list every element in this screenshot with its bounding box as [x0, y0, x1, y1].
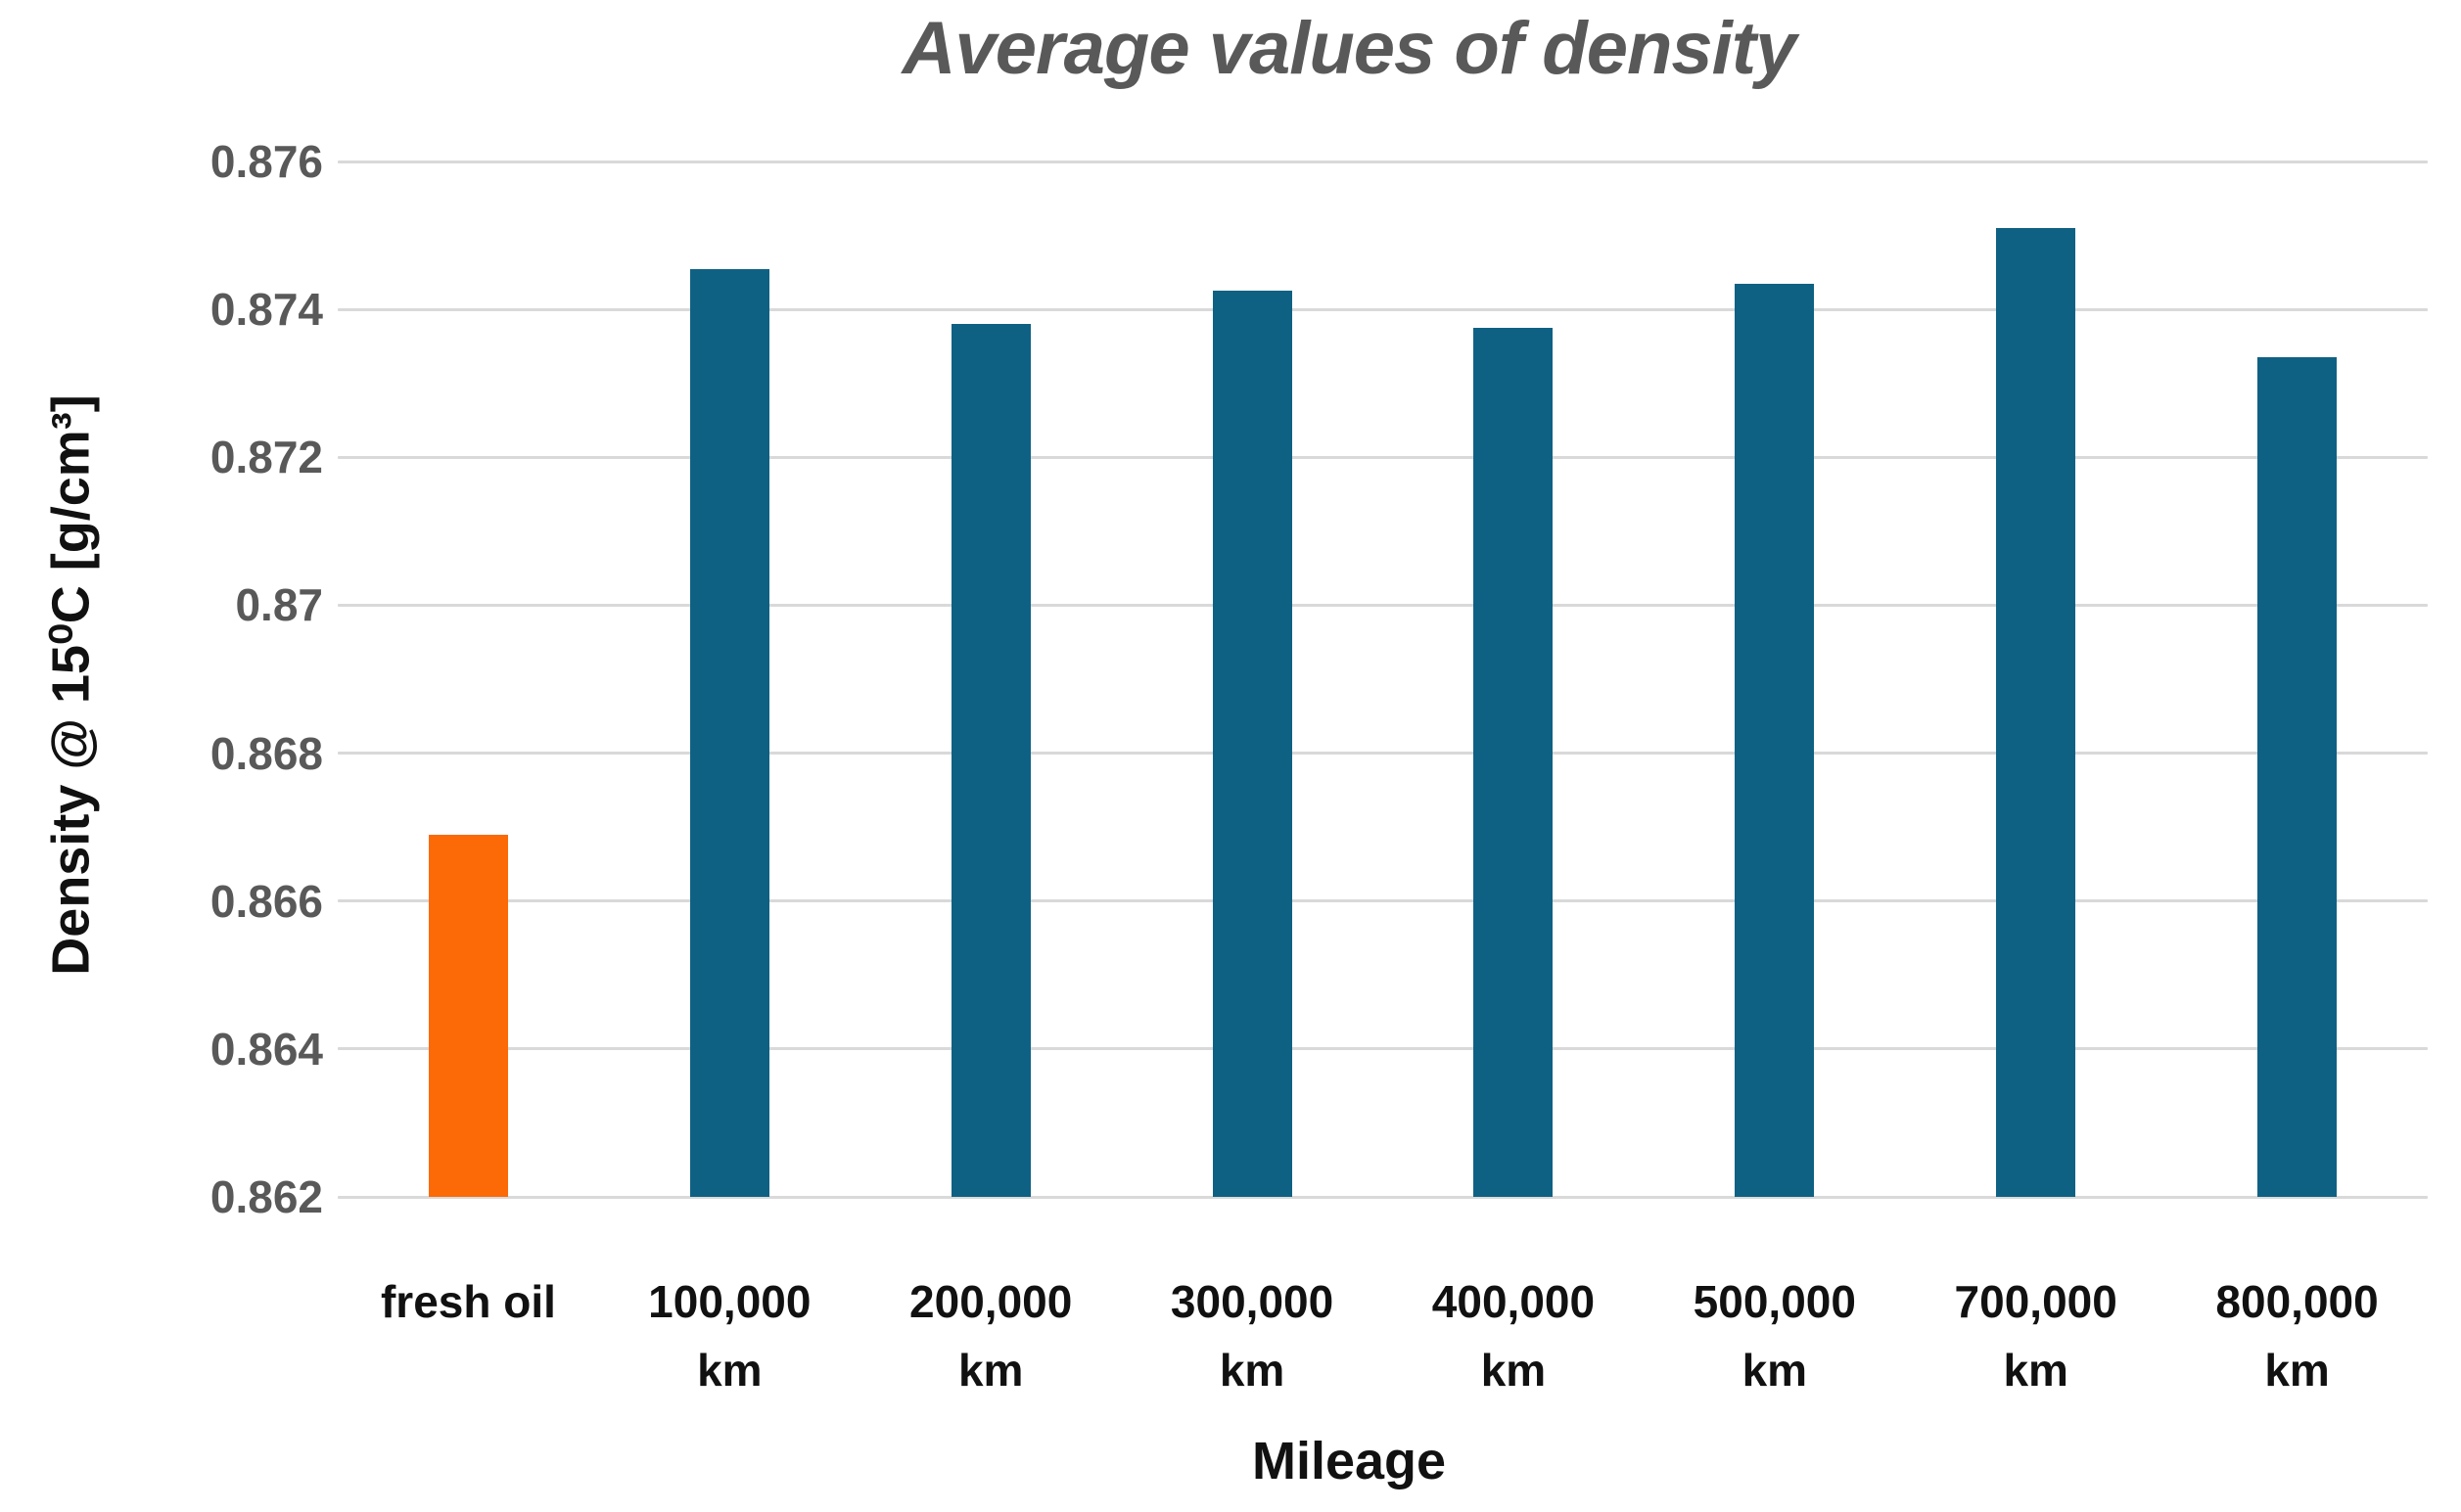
gridline-0.866 — [338, 899, 2428, 903]
bar-300000-km — [1212, 291, 1292, 1197]
x-tick-label-800000-km: 800,000 km — [2215, 1276, 2379, 1396]
gridline-0.876 — [338, 160, 2428, 163]
y-tick-label-0.864: 0.864 — [209, 1023, 323, 1075]
x-tick-label-fresh-oil: fresh oil — [380, 1276, 556, 1327]
gridline-0.874 — [338, 307, 2428, 311]
gridline-0.864 — [338, 1047, 2428, 1051]
y-tick-label-0.866: 0.866 — [209, 875, 323, 927]
x-tick-label-100000-km: 100,000 km — [648, 1276, 812, 1396]
gridline-0.862 — [338, 1195, 2428, 1199]
chart-title: Average values of density — [902, 7, 1797, 90]
x-tick-label-400000-km: 400,000 km — [1431, 1276, 1596, 1396]
x-tick-label-500000-km: 500,000 km — [1693, 1276, 1856, 1396]
y-tick-label-0.87: 0.87 — [235, 579, 323, 631]
y-tick-label-0.862: 0.862 — [209, 1171, 323, 1222]
y-tick-label-0.872: 0.872 — [209, 432, 323, 483]
bar-700000-km — [1996, 228, 2076, 1197]
bar-fresh-oil — [428, 834, 508, 1197]
x-axis-title: Mileage — [1251, 1432, 1447, 1490]
bar-100000-km — [689, 268, 769, 1197]
gridline-0.87 — [338, 603, 2428, 607]
x-tick-label-700000-km: 700,000 km — [1954, 1276, 2117, 1396]
bar-500000-km — [1735, 283, 1815, 1197]
bar-800000-km — [2257, 357, 2338, 1197]
gridline-0.872 — [338, 455, 2428, 459]
x-tick-label-300000-km: 300,000 km — [1170, 1276, 1334, 1396]
gridline-0.868 — [338, 752, 2428, 756]
y-tick-label-0.874: 0.874 — [209, 284, 323, 336]
y-tick-label-0.868: 0.868 — [209, 727, 323, 779]
bar-400000-km — [1473, 328, 1554, 1197]
x-tick-label-200000-km: 200,000 km — [909, 1276, 1073, 1396]
y-tick-label-0.876: 0.876 — [209, 136, 323, 187]
bar-200000-km — [951, 324, 1031, 1197]
